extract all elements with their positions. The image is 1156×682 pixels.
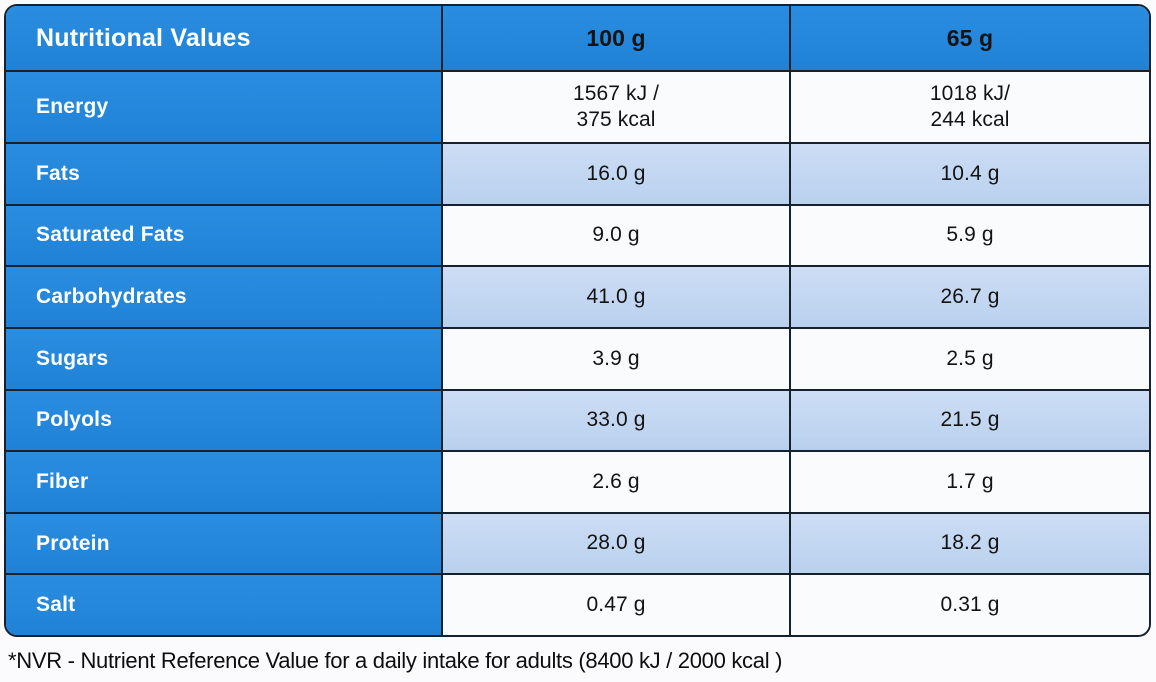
value-100g: 16.0 g: [443, 144, 791, 204]
value-65g: 1.7 g: [791, 452, 1149, 512]
table-row-saturated-fats: Saturated Fats 9.0 g 5.9 g: [6, 203, 1149, 266]
value-65g: 2.5 g: [791, 328, 1149, 389]
table-row-sugars: Sugars 3.9 g 2.5 g: [6, 326, 1149, 389]
value-100g: 33.0 g: [443, 390, 791, 451]
row-label: Saturated Fats: [6, 205, 443, 266]
value-65g: 1018 kJ/ 244 kcal: [791, 72, 1149, 142]
value-100g: 41.0 g: [443, 267, 791, 327]
table-header-row: Nutritional Values 100 g 65 g: [6, 6, 1149, 70]
row-label: Salt: [6, 575, 443, 635]
row-label: Fiber: [6, 452, 443, 512]
value-65g: 5.9 g: [791, 205, 1149, 266]
value-100g: 28.0 g: [443, 513, 791, 574]
value-100g: 9.0 g: [443, 205, 791, 266]
table-row-fats: Fats 16.0 g 10.4 g: [6, 142, 1149, 204]
row-label: Energy: [6, 72, 443, 142]
table-row-salt: Salt 0.47 g 0.31 g: [6, 573, 1149, 635]
value-100g: 0.47 g: [443, 575, 791, 635]
row-label: Sugars: [6, 328, 443, 389]
value-65g: 18.2 g: [791, 513, 1149, 574]
value-100g: 2.6 g: [443, 452, 791, 512]
table-row-polyols: Polyols 33.0 g 21.5 g: [6, 388, 1149, 451]
table-row-fiber: Fiber 2.6 g 1.7 g: [6, 450, 1149, 512]
value-100g: 1567 kJ / 375 kcal: [443, 72, 791, 142]
value-65g: 10.4 g: [791, 144, 1149, 204]
header-col-65g: 65 g: [791, 6, 1149, 70]
row-label: Fats: [6, 144, 443, 204]
value-65g: 0.31 g: [791, 575, 1149, 635]
header-title: Nutritional Values: [6, 6, 443, 70]
value-100g: 3.9 g: [443, 328, 791, 389]
row-label: Carbohydrates: [6, 267, 443, 327]
table-row-energy: Energy 1567 kJ / 375 kcal 1018 kJ/ 244 k…: [6, 70, 1149, 142]
value-65g: 21.5 g: [791, 390, 1149, 451]
row-label: Protein: [6, 513, 443, 574]
table-row-carbohydrates: Carbohydrates 41.0 g 26.7 g: [6, 265, 1149, 327]
row-label: Polyols: [6, 390, 443, 451]
nvr-footnote: *NVR - Nutrient Reference Value for a da…: [8, 648, 783, 673]
nutrition-table: Nutritional Values 100 g 65 g Energy 156…: [4, 4, 1151, 637]
table-row-protein: Protein 28.0 g 18.2 g: [6, 511, 1149, 574]
header-col-100g: 100 g: [443, 6, 791, 70]
value-65g: 26.7 g: [791, 267, 1149, 327]
